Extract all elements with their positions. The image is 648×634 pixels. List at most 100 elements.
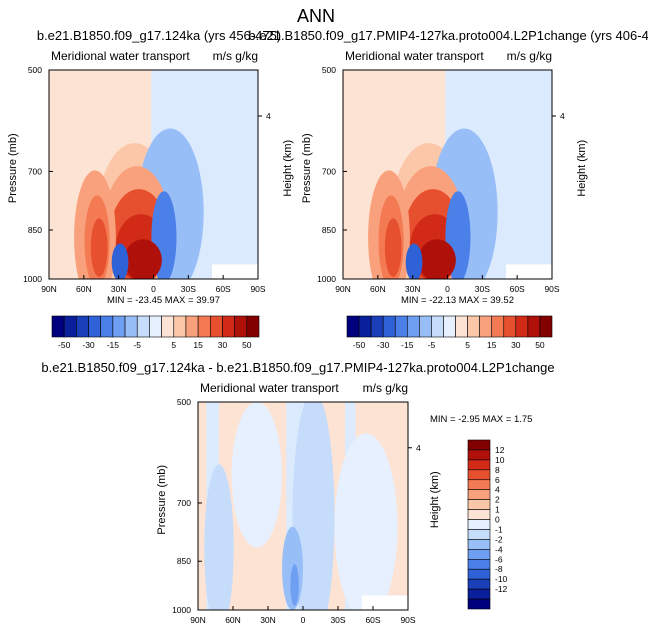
- x-tick-label: 60S: [216, 284, 231, 294]
- colorbar-swatch: [539, 315, 553, 338]
- y-tick-label: 500: [28, 65, 42, 75]
- x-tick-label: 30N: [111, 284, 127, 294]
- terrain-mask: [361, 595, 408, 610]
- y-right-tick-label: 4: [560, 111, 565, 121]
- colorbar-swatch: [467, 509, 491, 520]
- season-title: ANN: [297, 6, 335, 26]
- min-max-text: MIN = -22.13 MAX = 39.52: [401, 295, 514, 306]
- colorbar-label: 8: [495, 465, 500, 475]
- panel-3-plot-area: [198, 402, 408, 610]
- colorbar-swatch: [394, 315, 408, 338]
- x-tick-label: 90N: [190, 615, 206, 625]
- colorbar-label: -12: [495, 584, 508, 594]
- colorbar-label: -6: [495, 554, 503, 564]
- y-right-axis-label: Height (km): [282, 140, 294, 197]
- colorbar-label: 6: [495, 475, 500, 485]
- colorbar-label: 5: [465, 340, 470, 350]
- colorbar: -50 -30 -15 -5 5 15 30 50: [346, 315, 553, 350]
- colorbar-label: -10: [495, 574, 508, 584]
- contour-region: [124, 239, 162, 279]
- colorbar-swatch: [185, 315, 199, 338]
- x-tick-label: 30N: [405, 284, 421, 294]
- colorbar-swatch: [76, 315, 89, 338]
- colorbar-swatch: [112, 315, 126, 338]
- colorbar-swatch: [443, 315, 456, 338]
- colorbar-swatch: [370, 315, 384, 338]
- colorbar-label: 50: [242, 340, 252, 350]
- colorbar-swatch: [346, 315, 360, 338]
- x-tick-label: 90N: [335, 284, 351, 294]
- colorbar-swatch: [246, 315, 260, 338]
- colorbar-label: -15: [401, 340, 414, 350]
- colorbar-swatch: [455, 315, 468, 338]
- y-tick-label: 850: [177, 556, 191, 566]
- colorbar-label: -1: [495, 524, 503, 534]
- colorbar-label: 30: [218, 340, 228, 350]
- colorbar-label: 1: [495, 505, 500, 515]
- colorbar-swatch: [467, 459, 491, 471]
- panel-2-title: b.e21.B1850.f09_g17.PMIP4-127ka.proto004…: [248, 28, 648, 43]
- x-tick-label: 60S: [365, 615, 380, 625]
- y-right-tick-label: 4: [416, 443, 421, 453]
- y-axis-label: Pressure (mb): [156, 465, 168, 535]
- x-tick-label: 30S: [181, 284, 196, 294]
- colorbar-swatch: [479, 315, 493, 338]
- colorbar-swatch: [209, 315, 223, 338]
- colorbar-swatch: [467, 529, 491, 540]
- y-right-axis-label: Height (km): [429, 471, 441, 528]
- colorbar-swatch: [515, 315, 529, 338]
- colorbar-label: 12: [495, 445, 505, 455]
- left-label: Meridional water transport: [51, 49, 190, 63]
- colorbar-label: 10: [495, 455, 505, 465]
- colorbar-swatch: [467, 519, 491, 530]
- right-label: m/s g/kg: [507, 49, 552, 63]
- colorbar-label: -8: [495, 564, 503, 574]
- colorbar-swatch: [467, 578, 491, 590]
- panel-2: b.e21.B1850.f09_g17.PMIP4-127ka.proto004…: [248, 28, 648, 350]
- y-tick-label: 1000: [317, 274, 336, 284]
- right-label: m/s g/kg: [213, 49, 258, 63]
- colorbar-swatch: [136, 315, 150, 338]
- y-axis-label: Pressure (mb): [7, 133, 19, 203]
- colorbar-swatch: [100, 315, 114, 338]
- colorbar-swatch: [234, 315, 248, 338]
- y-right-tick-label: 4: [266, 111, 271, 121]
- contour-region: [290, 564, 299, 606]
- colorbar-label: 30: [511, 340, 521, 350]
- x-tick-label: 60S: [510, 284, 525, 294]
- panel-3-title: b.e21.B1850.f09_g17.124ka - b.e21.B1850.…: [41, 360, 554, 375]
- colorbar-label: -30: [377, 340, 390, 350]
- x-tick-label: 90N: [41, 284, 57, 294]
- colorbar-swatch: [173, 315, 187, 338]
- colorbar-label: 5: [171, 340, 176, 350]
- colorbar-swatch: [467, 558, 491, 570]
- y-tick-label: 1000: [23, 274, 42, 284]
- colorbar-swatch: [51, 315, 65, 338]
- colorbar-label: 15: [487, 340, 497, 350]
- colorbar-swatch: [467, 568, 491, 580]
- contour-region: [204, 464, 234, 610]
- colorbar-swatch: [358, 315, 372, 338]
- contour-region: [231, 402, 282, 548]
- panel-3: b.e21.B1850.f09_g17.124ka - b.e21.B1850.…: [41, 360, 554, 625]
- x-tick-label: 30S: [330, 615, 345, 625]
- colorbar-swatch: [467, 549, 491, 560]
- colorbar-swatch: [467, 479, 491, 491]
- min-max-text: MIN = -2.95 MAX = 1.75: [430, 414, 532, 425]
- colorbar-swatch: [467, 598, 491, 610]
- y-right-axis-label: Height (km): [576, 140, 588, 197]
- colorbar-swatch: [161, 315, 175, 338]
- colorbar-swatch: [467, 439, 491, 451]
- colorbar-label: -4: [495, 544, 503, 554]
- contour-region: [405, 243, 423, 279]
- panel-1-plot-area: [49, 70, 258, 279]
- colorbar-swatch: [382, 315, 396, 338]
- contour-region: [90, 218, 108, 277]
- x-tick-label: 90S: [400, 615, 415, 625]
- colorbar-swatch: [467, 499, 491, 510]
- colorbar-label: 0: [495, 515, 500, 525]
- x-tick-label: 60N: [76, 284, 92, 294]
- x-tick-label: 90S: [544, 284, 559, 294]
- panel-1-title: b.e21.B1850.f09_g17.124ka (yrs 456-475): [37, 28, 281, 43]
